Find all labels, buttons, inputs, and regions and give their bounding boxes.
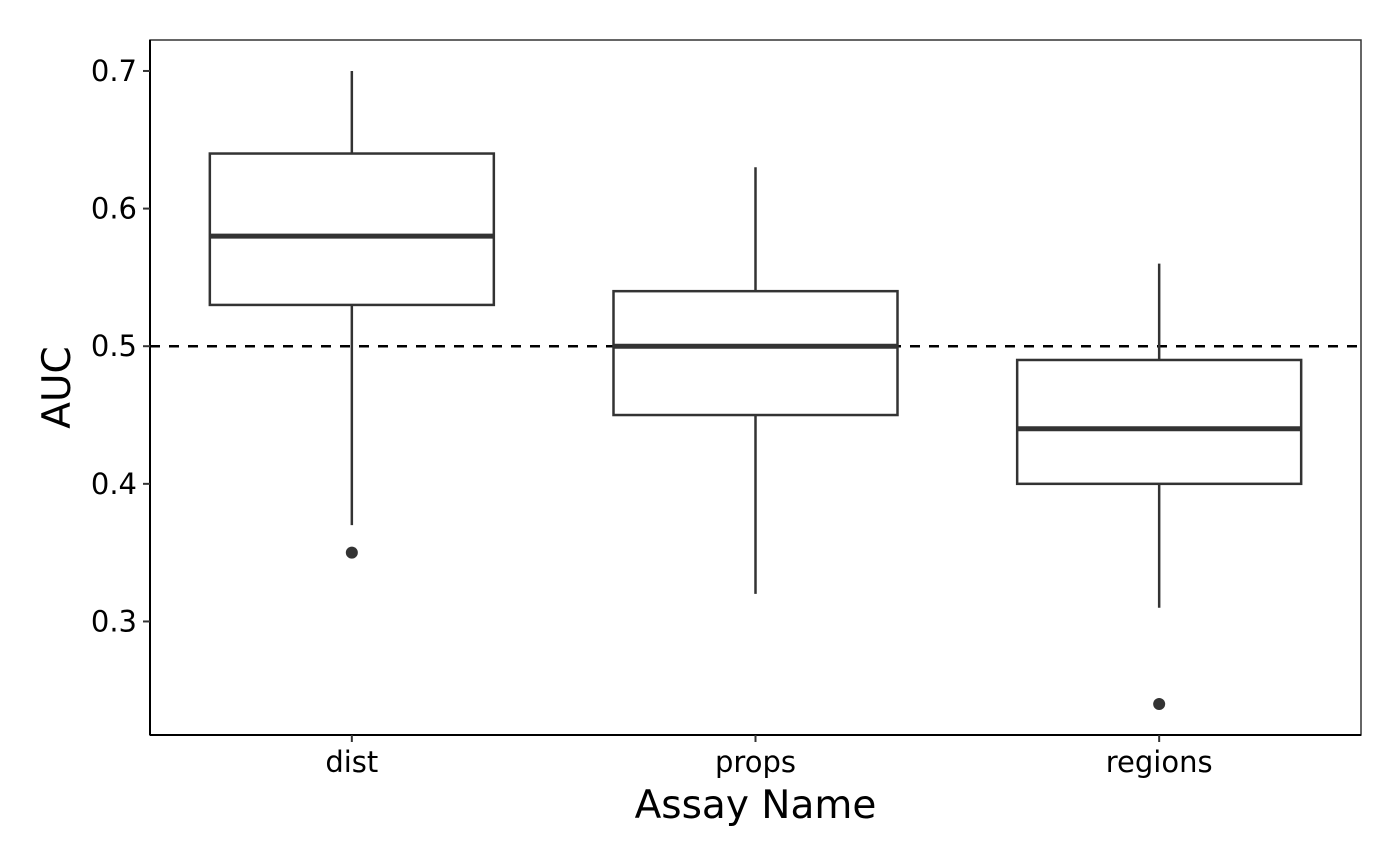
box-iqr bbox=[208, 152, 496, 307]
x-tick-label-props: props bbox=[715, 745, 796, 779]
box-dist bbox=[208, 70, 496, 559]
x-axis-title: Assay Name bbox=[635, 783, 877, 828]
x-tick-label-regions: regions bbox=[1106, 745, 1213, 779]
y-tick-label: 0.5 bbox=[91, 329, 137, 363]
outlier-point bbox=[345, 546, 358, 559]
y-axis-title: AUC bbox=[35, 346, 80, 428]
boxes-layer bbox=[208, 70, 1303, 711]
box-regions bbox=[1015, 263, 1303, 711]
y-tick-label: 0.7 bbox=[91, 54, 137, 88]
x-axis-ticks: dist props regions bbox=[325, 735, 1213, 779]
y-axis-ticks: 0.3 0.4 0.5 0.6 0.7 bbox=[91, 54, 150, 638]
y-tick-label: 0.6 bbox=[91, 192, 137, 226]
box-props bbox=[612, 167, 899, 594]
y-tick-label: 0.3 bbox=[91, 604, 137, 638]
x-tick-label-dist: dist bbox=[325, 745, 378, 779]
box-iqr bbox=[612, 289, 899, 417]
outlier-point bbox=[1153, 698, 1166, 711]
box-iqr bbox=[1015, 358, 1303, 486]
y-tick-label: 0.4 bbox=[91, 467, 137, 501]
